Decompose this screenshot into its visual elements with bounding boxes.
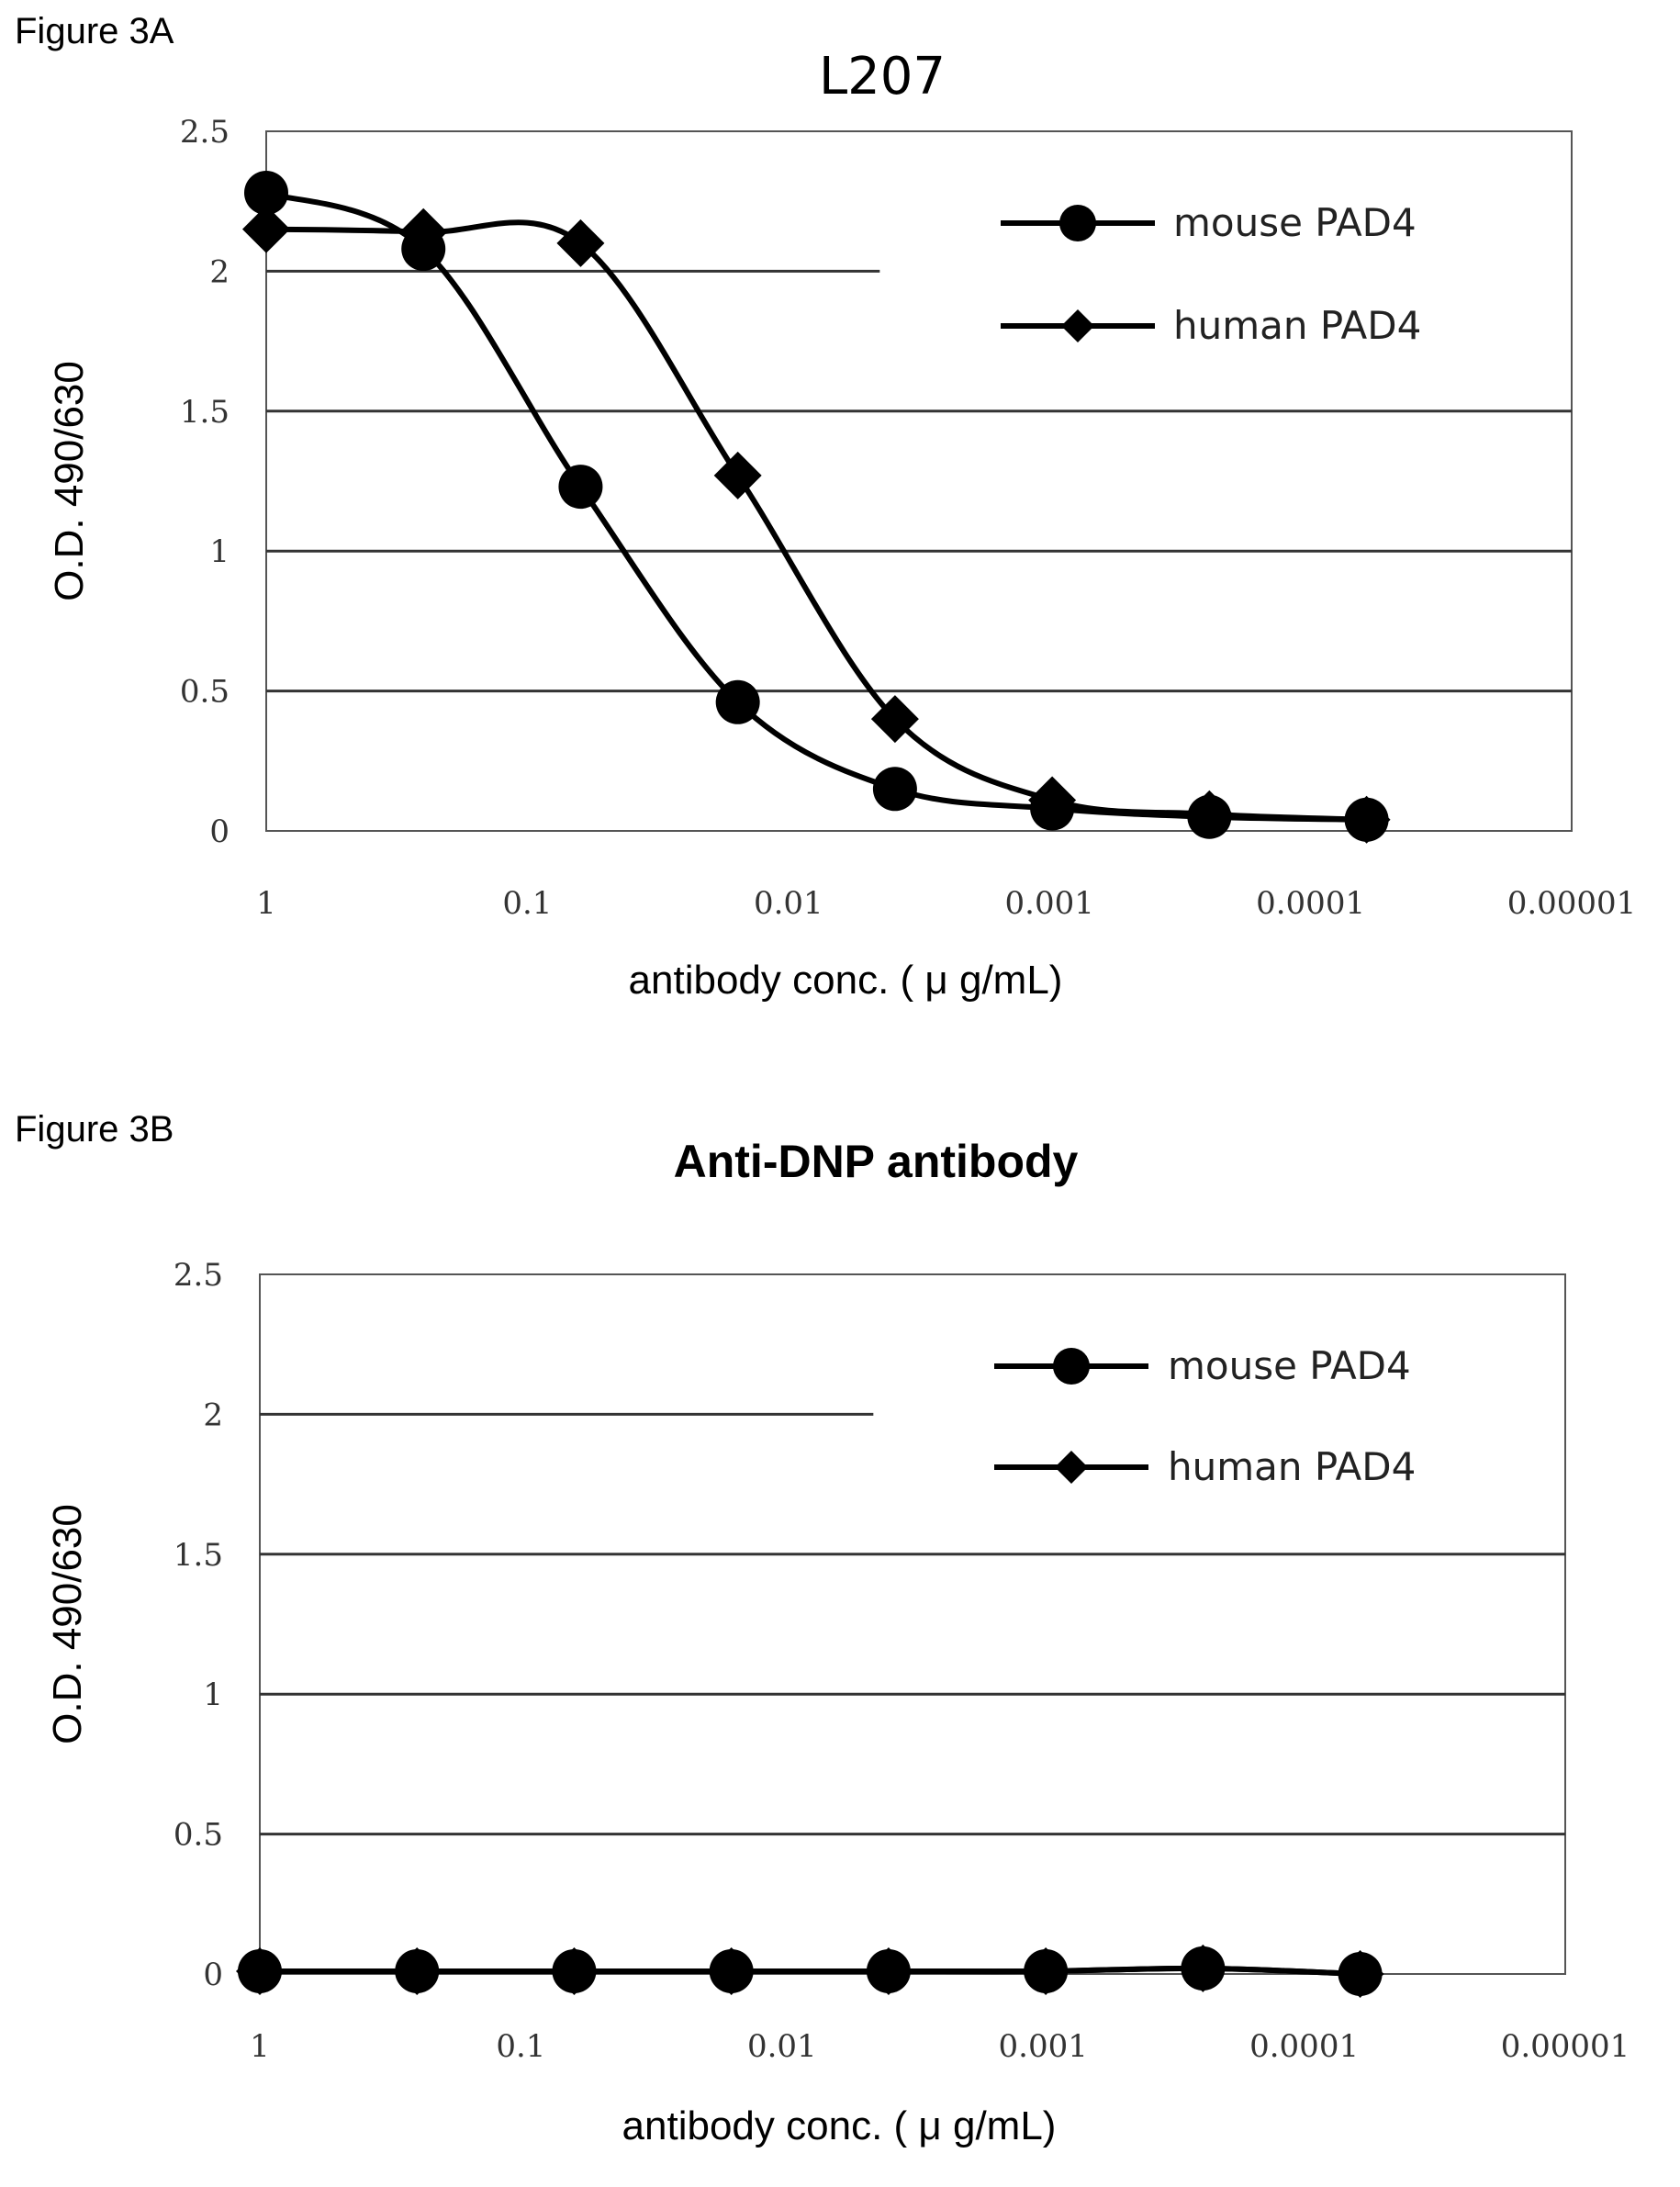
x-axis-title: antibody conc. ( μ g/mL) [629,958,1063,1003]
data-point [558,465,603,510]
y-tick-label: 2.5 [180,114,230,151]
data-point [1336,1950,1384,1998]
x-tick-label: 0.00001 [1501,2028,1630,2065]
y-tick-label: 0.5 [174,1817,223,1854]
data-point [393,1946,442,1995]
legend-marker [1061,309,1094,342]
figure-3b-label: Figure 3B [15,1109,174,1150]
data-point [872,767,917,812]
data-point [1028,776,1077,824]
legend-label: mouse PAD4 [1173,200,1417,245]
data-point [864,1946,913,1995]
x-tick-label: 0.01 [747,2028,817,2065]
y-tick-label: 2.5 [174,1257,223,1294]
y-tick-label: 0.5 [180,674,230,711]
x-tick-label: 0.01 [754,885,823,922]
x-axis-title: antibody conc. ( μ g/mL) [622,2103,1057,2148]
x-tick-label: 1 [256,885,276,922]
legend-label: human PAD4 [1168,1444,1416,1489]
legend-marker [1053,1348,1090,1385]
data-point [707,1946,756,1995]
x-tick-label: 0.00001 [1507,885,1637,922]
data-point [399,207,448,256]
data-point [715,679,760,724]
x-tick-label: 0.001 [1005,885,1094,922]
y-tick-label: 2 [203,1396,223,1433]
x-tick-label: 0.0001 [1249,2028,1359,2065]
data-point [242,205,290,253]
legend-marker [1055,1451,1088,1484]
y-tick-label: 2 [209,253,230,290]
data-point [1022,1946,1070,1995]
y-tick-label: 1 [203,1677,223,1713]
data-point [236,1946,284,1995]
x-tick-label: 0.001 [999,2028,1088,2065]
data-point [870,695,919,744]
data-point [1179,1944,1227,1992]
data-point [244,171,288,216]
x-tick-label: 0.0001 [1256,885,1365,922]
legend-label: mouse PAD4 [1168,1343,1411,1388]
x-tick-label: 0.1 [496,2028,545,2065]
y-axis-title: O.D. 490/630 [47,361,92,601]
data-point [550,1946,599,1995]
legend-marker [1059,205,1096,241]
data-point [713,451,762,499]
series-line-mouse-pad4 [264,190,1367,823]
y-tick-label: 1.5 [174,1537,223,1574]
legend-label: human PAD4 [1173,303,1421,348]
series-line-human-pad4 [265,219,1367,823]
x-tick-label: 0.1 [502,885,552,922]
y-tick-label: 1 [209,533,230,570]
data-point [1185,790,1234,838]
x-tick-label: 1 [250,2028,270,2065]
y-tick-label: 0 [203,1957,223,1993]
chart-title: Anti-DNP antibody [674,1136,1079,1187]
data-point [1342,795,1391,844]
data-point [556,219,605,267]
figure-3a-label: Figure 3A [15,11,174,51]
chart-title: L207 [819,47,946,107]
y-tick-label: 0 [209,813,230,850]
y-axis-title: O.D. 490/630 [45,1504,90,1744]
plot-frame [265,130,1573,832]
y-tick-label: 1.5 [180,394,230,431]
